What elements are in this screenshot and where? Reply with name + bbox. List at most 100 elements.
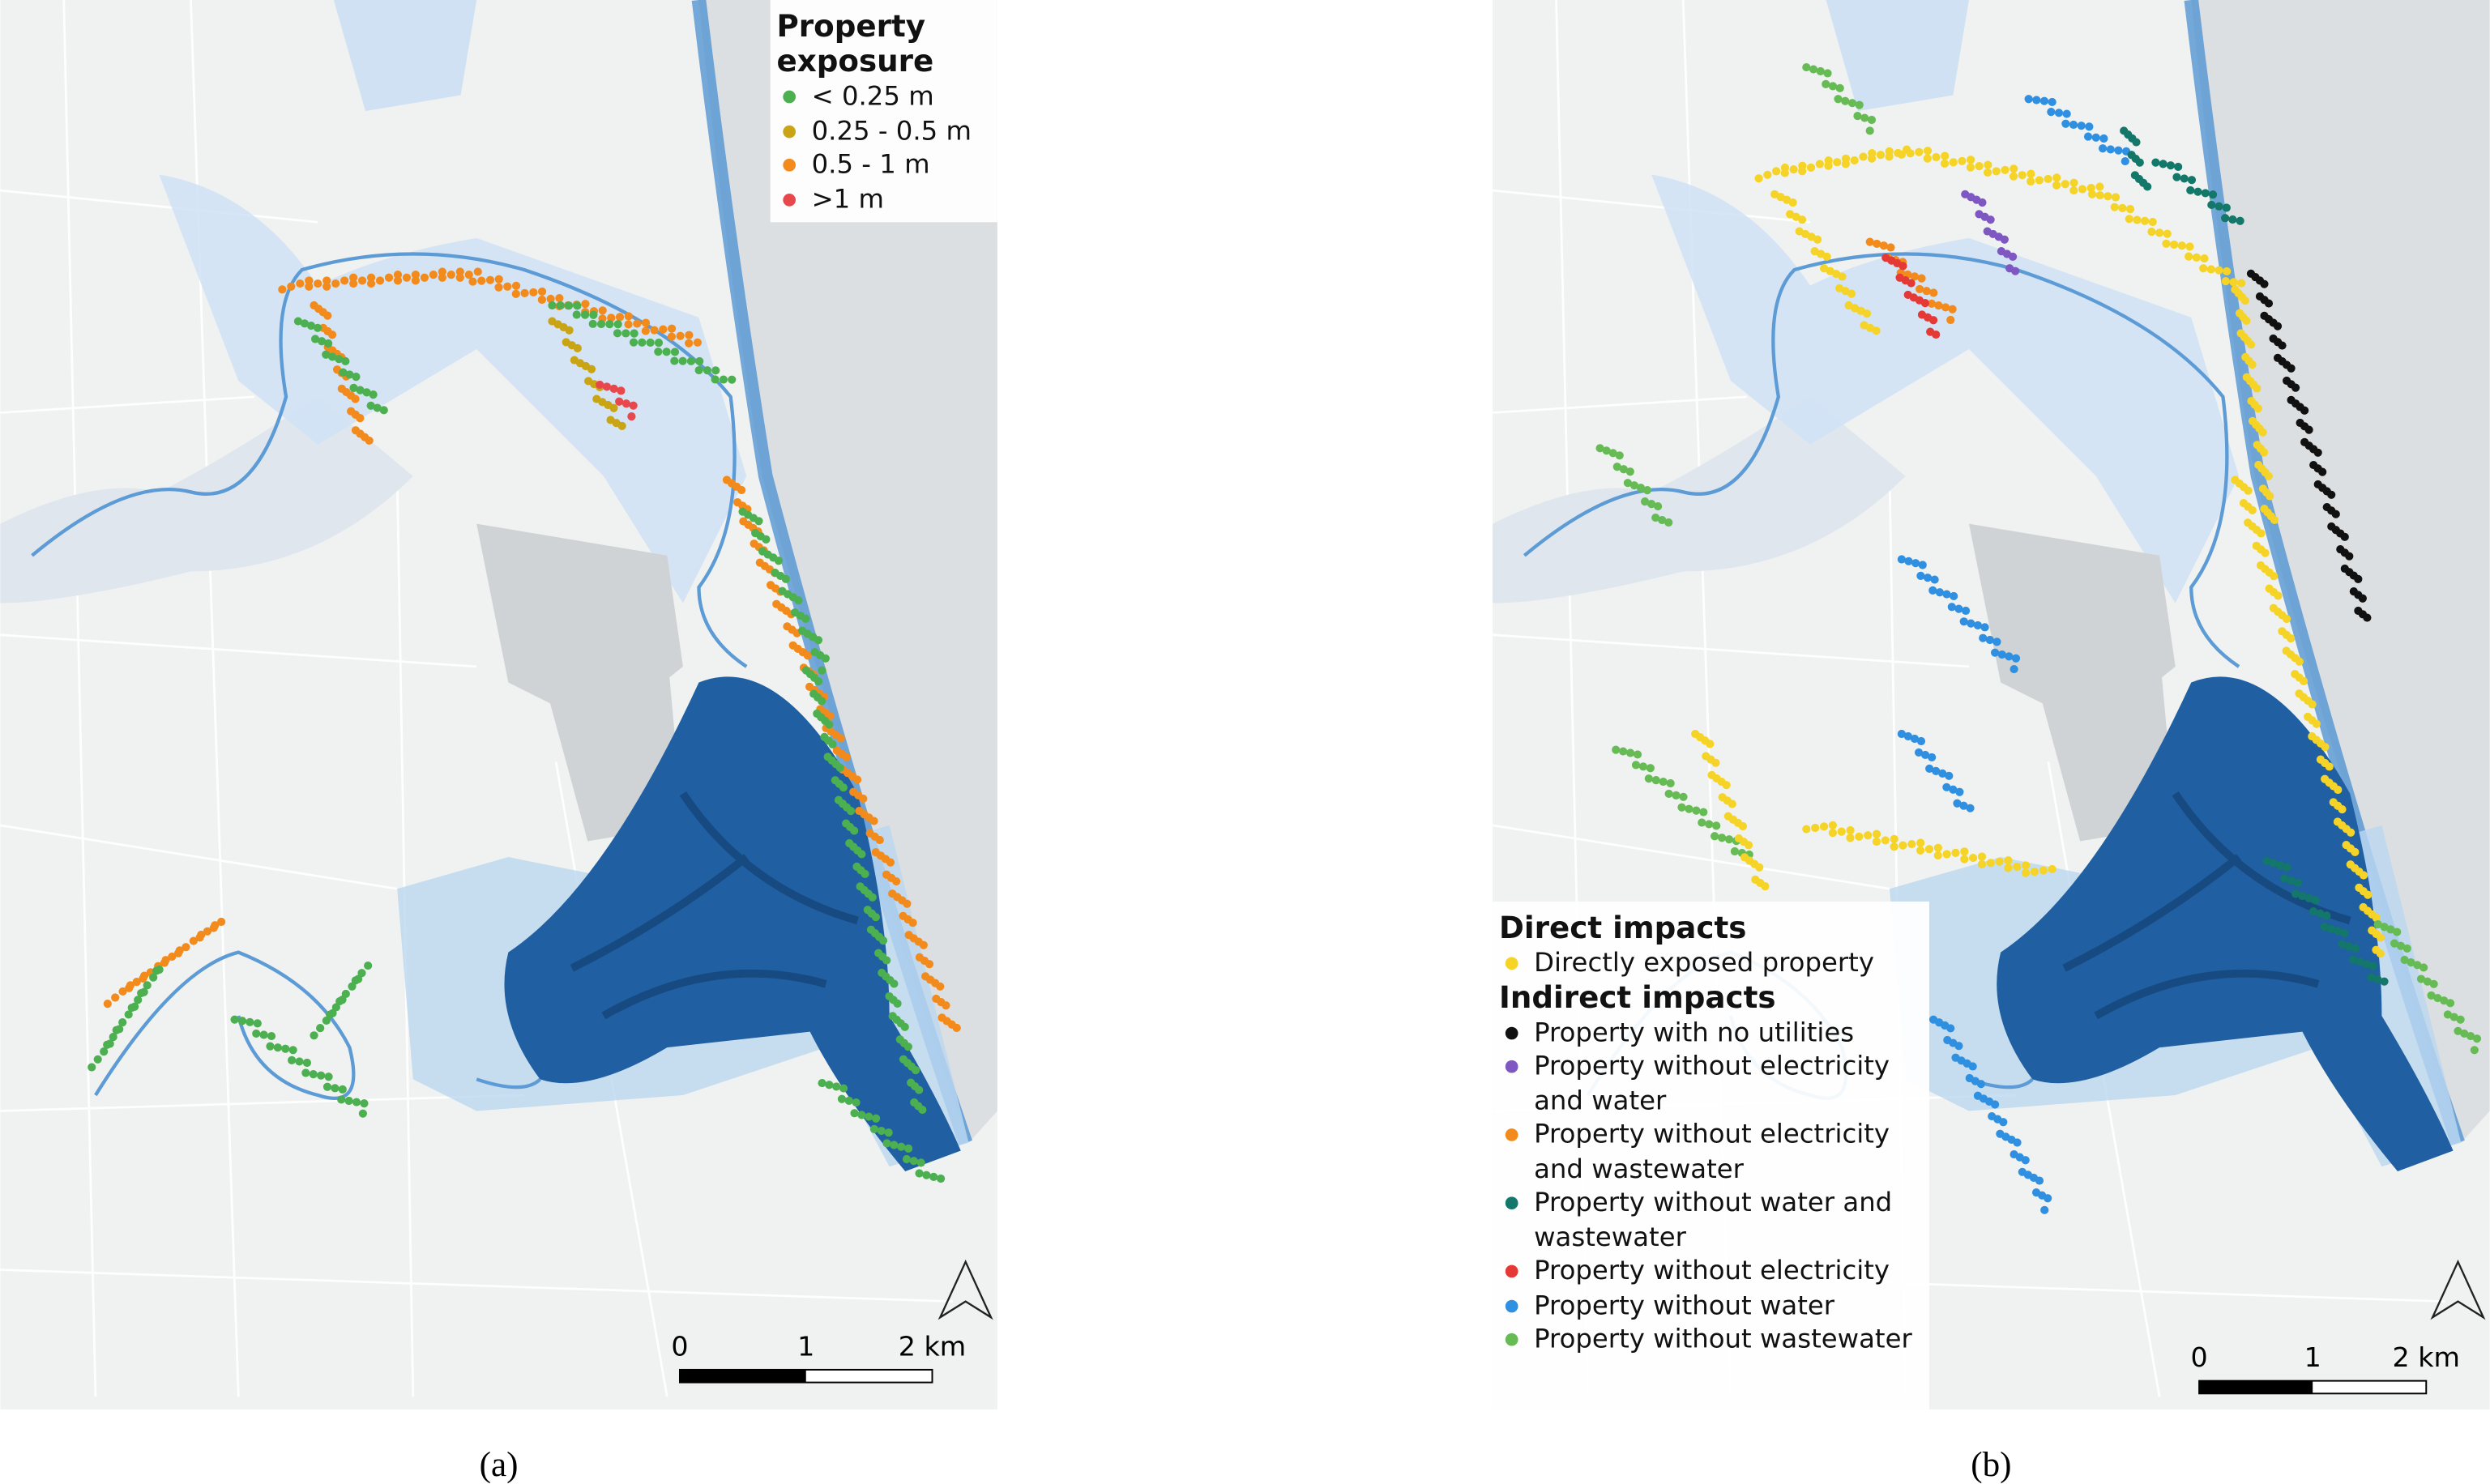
property-point	[1865, 126, 1874, 135]
property-point	[1728, 800, 1736, 808]
property-point	[1940, 159, 1950, 168]
legend-item: Property without electricity and wastewa…	[1499, 1117, 1926, 1185]
property-point	[1847, 99, 1857, 108]
property-point	[781, 574, 790, 583]
property-point	[331, 1003, 340, 1012]
property-point	[2259, 448, 2269, 457]
property-point	[2311, 896, 2320, 905]
property-point	[2187, 176, 2197, 185]
property-point	[1824, 161, 1833, 170]
property-point	[2304, 893, 2313, 902]
property-point	[139, 974, 147, 983]
property-point	[1918, 561, 1927, 569]
property-point	[1744, 841, 1753, 850]
property-point	[2098, 144, 2108, 153]
property-point	[1816, 66, 1825, 76]
property-point	[703, 366, 712, 375]
property-point	[832, 1082, 841, 1091]
property-point	[2172, 173, 2181, 181]
property-point	[302, 1058, 312, 1068]
property-point	[2004, 864, 2013, 872]
property-point	[2047, 108, 2056, 117]
scale-bar-label: 2 km	[899, 1330, 966, 1362]
property-point	[1916, 838, 1925, 847]
legend-item: Property with no utilities	[1499, 1015, 1926, 1049]
property-point	[1642, 486, 1652, 495]
property-point	[2407, 958, 2415, 967]
property-point	[836, 734, 845, 743]
property-point	[2287, 876, 2296, 885]
property-point	[259, 1030, 268, 1039]
property-point	[2221, 277, 2230, 286]
property-point	[1969, 853, 1978, 863]
property-point	[2151, 158, 2160, 167]
legend-background	[1493, 901, 1929, 1409]
property-point	[1916, 736, 1926, 746]
property-point	[839, 1084, 848, 1093]
property-point	[1948, 305, 1957, 313]
property-point	[1932, 766, 1941, 775]
property-point	[2321, 743, 2330, 752]
property-point	[2258, 428, 2267, 437]
property-point	[633, 319, 642, 328]
property-point	[1658, 515, 1667, 525]
property-point	[2316, 909, 2325, 918]
property-point	[2373, 974, 2382, 984]
property-point	[2215, 202, 2223, 211]
property-point	[1772, 167, 1781, 176]
property-point	[1991, 1100, 2000, 1109]
property-point	[1612, 463, 1621, 471]
property-point	[2048, 864, 2056, 874]
property-point	[112, 1026, 121, 1034]
property-point	[2024, 95, 2033, 104]
property-point	[1949, 785, 1958, 794]
property-point	[1625, 467, 1634, 476]
property-point	[1916, 846, 1925, 855]
property-point	[1802, 62, 1811, 72]
property-point	[402, 273, 412, 282]
property-point	[1754, 174, 1763, 183]
legend-marker	[783, 90, 797, 104]
property-point	[1724, 835, 1734, 844]
property-point	[2010, 164, 2018, 173]
property-point	[287, 282, 296, 291]
property-point	[1819, 822, 1829, 831]
legend: Property exposure< 0.25 m0.25 - 0.5 m0.5…	[776, 10, 972, 214]
property-point	[137, 988, 146, 998]
property-point	[366, 401, 375, 410]
legend-marker	[783, 193, 797, 206]
property-point	[351, 976, 360, 985]
property-point	[853, 775, 862, 784]
property-point	[555, 293, 564, 303]
property-point	[2266, 492, 2274, 501]
property-point	[2454, 1026, 2462, 1035]
property-point	[2363, 613, 2372, 622]
property-point	[281, 1044, 290, 1053]
property-point	[2327, 490, 2336, 499]
property-point	[2376, 933, 2385, 942]
property-point	[203, 927, 212, 936]
property-point	[624, 312, 633, 321]
property-point	[602, 382, 612, 391]
property-point	[890, 1141, 899, 1149]
property-point	[1711, 758, 1720, 767]
legend-background	[770, 0, 997, 223]
property-point	[2299, 676, 2308, 685]
property-point	[477, 276, 486, 285]
property-point	[2331, 510, 2340, 518]
property-point	[694, 365, 703, 375]
property-point	[1638, 762, 1648, 771]
property-point	[1838, 272, 1847, 281]
property-point	[1846, 825, 1855, 835]
property-point	[327, 330, 337, 339]
property-point	[1923, 147, 1933, 156]
property-point	[2396, 941, 2406, 950]
property-point	[2185, 242, 2194, 251]
property-point	[1951, 848, 1960, 857]
property-point	[2340, 928, 2349, 938]
property-point	[1966, 804, 1975, 812]
property-point	[825, 1081, 834, 1090]
property-point	[1833, 158, 1842, 167]
property-point	[293, 317, 303, 326]
property-point	[2039, 866, 2048, 875]
